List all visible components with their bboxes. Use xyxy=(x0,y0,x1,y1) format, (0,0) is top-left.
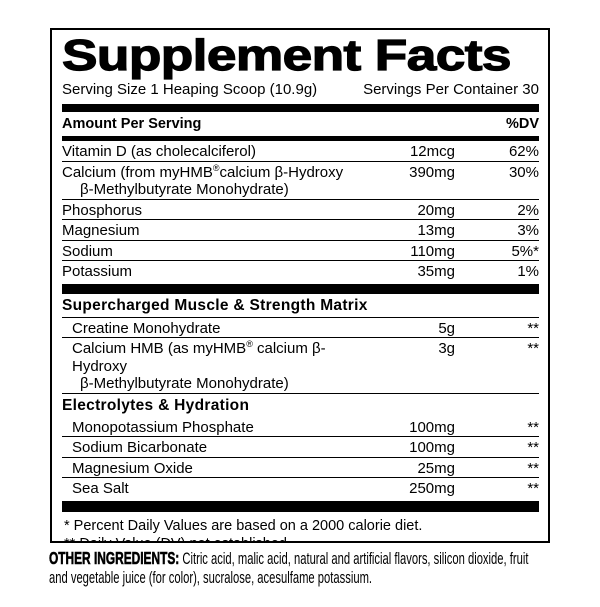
nutrient-row-potassium: Potassium 35mg 1% xyxy=(62,261,539,283)
nutrient-amount: 110mg xyxy=(410,242,455,260)
nutrient-name: Calcium HMB (as myHMB® calcium β-Hydroxy… xyxy=(62,340,371,393)
name-text: Calcium HMB (as myHMB xyxy=(72,340,247,357)
nutrient-dv: 2% xyxy=(517,201,539,219)
other-ingredients-paragraph: OTHER INGREDIENTS: Citric acid, malic ac… xyxy=(49,548,545,588)
name-text: calcium β-Hydroxy xyxy=(219,163,344,181)
thick-divider xyxy=(62,500,539,512)
panel-title: Supplement Facts xyxy=(61,31,512,80)
nutrient-row-sodium: Sodium 110mg 5%* xyxy=(62,241,539,261)
column-header-row: Amount Per Serving %DV xyxy=(62,112,539,136)
nutrient-amount: 100mg xyxy=(409,439,455,456)
footnote-dv-not-established: ** Daily Value (DV) not established. xyxy=(64,535,539,541)
nutrient-dv: ** xyxy=(527,459,539,477)
name-text: Calcium (from myHMB xyxy=(62,163,213,181)
nutrient-name: Creatine Monohydrate xyxy=(72,319,221,337)
nutrient-amount: 25mg xyxy=(417,459,455,477)
dv-header: %DV xyxy=(505,116,539,132)
nutrient-dv: ** xyxy=(527,418,539,436)
other-ingredients-label: OTHER INGREDIENTS: xyxy=(49,548,180,568)
nutrient-row-monopotassium-phosphate: Monopotassium Phosphate 100mg ** xyxy=(62,417,539,437)
registered-trademark-symbol: ® xyxy=(246,339,253,349)
name-text: calcium β-Hydroxy xyxy=(72,340,326,375)
footnote-daily-values: * Percent Daily Values are based on a 20… xyxy=(64,517,423,534)
thick-divider xyxy=(62,283,539,294)
nutrient-amount: 35mg xyxy=(417,263,455,280)
nutrient-name-line2: β-Methylbutyrate Monohydrate) xyxy=(80,181,289,198)
nutrient-amount: 3g xyxy=(438,340,455,357)
nutrient-name: Monopotassium Phosphate xyxy=(72,418,254,436)
nutrient-dv: ** xyxy=(527,439,539,456)
nutrient-amount: 20mg xyxy=(417,201,455,219)
nutrient-row-sea-salt: Sea Salt 250mg ** xyxy=(62,478,539,500)
nutrient-dv: ** xyxy=(527,480,539,497)
nutrient-name: Sodium Bicarbonate xyxy=(72,439,208,456)
nutrient-name-line1: Calcium HMB (as myHMB® calcium β-Hydroxy xyxy=(72,340,371,375)
nutrient-amount: 12mcg xyxy=(409,143,455,160)
nutrient-dv: 3% xyxy=(517,222,539,239)
nutrient-row-vitamin-d: Vitamin D (as cholecalciferol) 12mcg 62% xyxy=(62,141,539,162)
nutrient-name: Sea Salt xyxy=(72,480,129,497)
section-header-electrolytes: Electrolytes & Hydration xyxy=(62,396,250,414)
supplement-facts-panel: Supplement Facts Serving Size 1 Heaping … xyxy=(50,28,550,543)
nutrient-name-line2: β-Methylbutyrate Monohydrate) xyxy=(80,375,289,392)
other-ingredients-text: Citric acid, malic acid, natural and art… xyxy=(49,550,529,587)
nutrient-amount: 390mg xyxy=(409,163,455,181)
servings-per-container-text: Servings Per Container 30 xyxy=(363,81,539,98)
nutrient-amount: 250mg xyxy=(409,480,455,497)
nutrient-dv: 62% xyxy=(508,143,539,160)
nutrient-row-magnesium: Magnesium 13mg 3% xyxy=(62,220,539,241)
nutrient-name: Magnesium xyxy=(62,222,140,239)
nutrient-row-calcium: Calcium (from myHMB®calcium β-Hydroxy β-… xyxy=(62,162,539,200)
nutrient-name: Calcium (from myHMB®calcium β-Hydroxy β-… xyxy=(62,162,371,199)
nutrient-name: Vitamin D (as cholecalciferol) xyxy=(62,143,256,160)
nutrient-name: Potassium xyxy=(62,263,133,280)
nutrient-name: Sodium xyxy=(62,242,113,260)
nutrient-amount: 100mg xyxy=(409,418,455,436)
medium-divider xyxy=(62,136,539,141)
nutrient-row-phosphorus: Phosphorus 20mg 2% xyxy=(62,200,539,220)
nutrient-row-calcium-hmb: Calcium HMB (as myHMB® calcium β-Hydroxy… xyxy=(62,338,539,394)
serving-size-text: Serving Size 1 Heaping Scoop (10.9g) xyxy=(62,81,318,98)
nutrient-name: Magnesium Oxide xyxy=(72,459,193,477)
footnotes-block: * Percent Daily Values are based on a 20… xyxy=(62,512,539,542)
nutrient-amount: 5g xyxy=(438,319,455,337)
nutrient-amount: 13mg xyxy=(417,222,455,239)
nutrient-dv: 30% xyxy=(508,163,539,181)
nutrient-dv: ** xyxy=(527,340,539,357)
nutrient-row-magnesium-oxide: Magnesium Oxide 25mg ** xyxy=(62,458,539,478)
serving-info-row: Serving Size 1 Heaping Scoop (10.9g) Ser… xyxy=(62,78,539,104)
nutrient-dv: ** xyxy=(527,319,539,337)
nutrient-name-line1: Calcium (from myHMB®calcium β-Hydroxy xyxy=(62,162,371,182)
registered-trademark-symbol: ® xyxy=(212,162,220,173)
nutrient-row-sodium-bicarbonate: Sodium Bicarbonate 100mg ** xyxy=(62,437,539,458)
nutrient-name: Phosphorus xyxy=(62,201,143,219)
nutrient-dv: 1% xyxy=(517,263,539,280)
thick-divider xyxy=(62,104,539,112)
amount-per-serving-header: Amount Per Serving xyxy=(62,116,202,132)
section-header-matrix: Supercharged Muscle & Strength Matrix xyxy=(62,294,539,318)
nutrient-row-creatine: Creatine Monohydrate 5g ** xyxy=(62,318,539,338)
nutrient-dv: 5%* xyxy=(511,242,539,260)
